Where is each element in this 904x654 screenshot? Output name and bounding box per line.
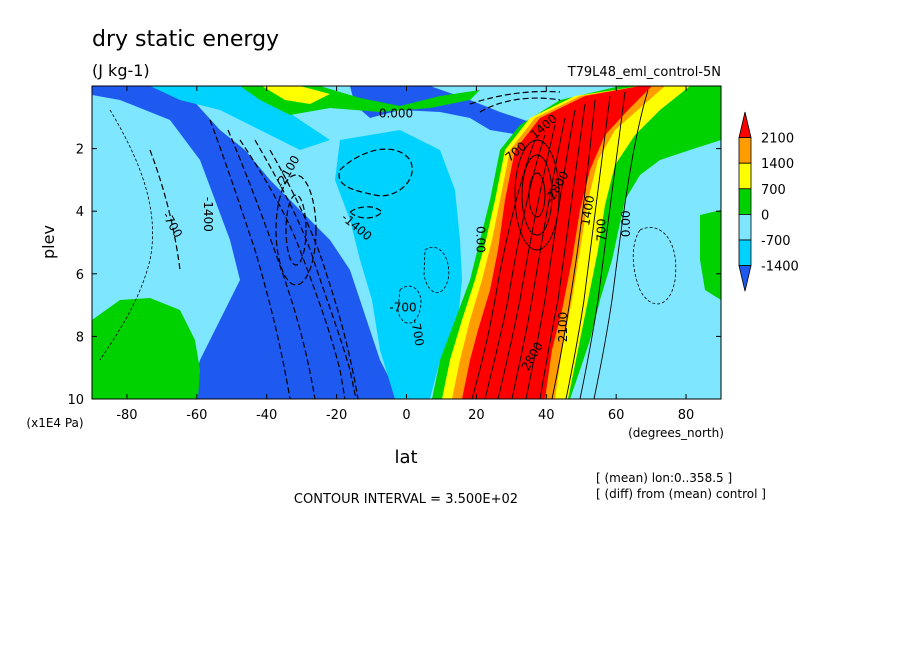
x-axis: -80 -60 -40 -20 0 20 40 60 80 [116,86,694,423]
y-tick-label: 10 [67,393,84,408]
x-tick-label: 80 [678,408,695,423]
colorbar-cell [738,111,752,138]
colorbar: 2100 1400 700 0 -700 -1400 [738,111,799,292]
colorbar-cell [738,188,752,215]
note-diff-control: [ (diff) from (mean) control ] [596,487,766,501]
field-region-green-ne [700,210,721,300]
colorbar-label: 0 [761,208,769,223]
contour-label: 0.00 [473,226,487,253]
colorbar-cell [738,137,752,164]
colorbar-label: 2100 [761,132,794,147]
chart-title: dry static energy [92,27,279,52]
colorbar-label: -700 [761,234,791,249]
field-region-mid-blue-2 [335,130,462,399]
contour-interval-text: CONTOUR INTERVAL = 3.500E+02 [294,492,518,507]
y-tick-label: 8 [76,330,84,345]
colorbar-cell [738,213,752,241]
x-tick-label: -60 [186,408,207,423]
contour-label: 2100 [556,312,570,343]
contour-label: 700 [595,219,609,242]
x-tick-label: -40 [256,408,277,423]
x-tick-label: 60 [608,408,625,423]
y-tick-label: 2 [76,143,84,158]
colorbar-cell [738,239,752,267]
contour-lines-positive [471,89,649,399]
colorbar-cell [738,265,752,292]
y-axis-label: plev [39,225,58,259]
contour-label: -700 [389,300,416,314]
field-region-yellow-top [262,86,330,104]
colorbar-label: 1400 [761,157,794,172]
contour-label: 0.00 [619,210,633,237]
field-region-green-sw [92,298,200,399]
contour-label: 1400 [578,194,597,227]
y-tick-label: 6 [76,268,84,283]
field-region-mid-blue-3 [150,86,330,150]
colorbar-cell [738,162,752,190]
x-tick-label: -20 [326,408,347,423]
x-tick-label: 0 [402,408,410,423]
x-tick-label: -80 [116,408,137,423]
x-axis-units: (degrees_north) [628,426,724,440]
contour-label: 0.000 [379,106,413,120]
x-axis-label: lat [394,447,417,468]
contour-label: -700 [408,318,427,347]
colorbar-label: -1400 [761,260,799,275]
y-axis-units: (x1E4 Pa) [26,416,83,430]
field-region-dark-blue-tropics [350,86,530,135]
contour-lines-negative [149,90,561,399]
field-region-dark-blue-south [92,86,400,399]
y-axis: 2 4 6 8 10 [67,143,721,408]
note-mean-lon: [ (mean) lon:0..358.5 ] [596,471,732,485]
contour-label: -1400 [201,197,215,232]
colorbar-label: 700 [761,183,786,198]
x-tick-label: 40 [538,408,555,423]
field-region-red [462,86,652,399]
experiment-label: T79L48_eml_control-5N [567,65,721,80]
y-tick-label: 4 [76,205,84,220]
contour-lines-thin [99,109,677,361]
chart-units: (J kg-1) [92,61,150,80]
x-tick-label: 20 [468,408,485,423]
contour-field [92,86,721,399]
